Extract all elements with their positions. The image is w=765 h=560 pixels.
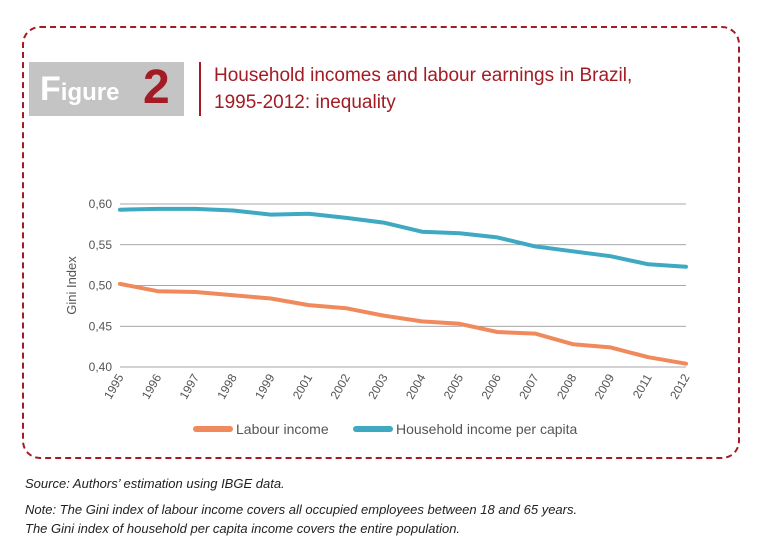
x-tick-label: 2012 bbox=[667, 371, 693, 401]
title-divider bbox=[199, 62, 201, 116]
figure-label-box bbox=[29, 62, 184, 116]
footnote-line-1: Note: The Gini index of labour income co… bbox=[25, 502, 578, 517]
x-tick-label: 1996 bbox=[139, 371, 165, 401]
x-tick-label: 2003 bbox=[365, 371, 391, 401]
footnote-line-2: The Gini index of household per capita i… bbox=[25, 521, 461, 536]
x-tick-label: 2004 bbox=[403, 371, 429, 401]
series-line-labour-income bbox=[118, 281, 688, 366]
x-tick-label: 1998 bbox=[214, 371, 240, 401]
x-tick-label: 1999 bbox=[252, 371, 278, 401]
footnote: Note: The Gini index of labour income co… bbox=[25, 500, 577, 538]
figure-title: Household incomes and labour earnings in… bbox=[214, 62, 714, 116]
y-tick-label: 0,55 bbox=[89, 238, 113, 252]
legend-label: Labour income bbox=[236, 421, 329, 437]
y-tick-label: 0,60 bbox=[89, 197, 113, 211]
x-tick-label: 2005 bbox=[441, 371, 467, 401]
x-tick-label: 2001 bbox=[290, 371, 316, 401]
y-tick-label: 0,45 bbox=[89, 319, 113, 333]
x-tick-label: 2009 bbox=[592, 371, 618, 401]
title-line-2: 1995-2012: inequality bbox=[214, 92, 396, 113]
x-tick-label: 1995 bbox=[101, 371, 127, 401]
figure-label: Figure bbox=[40, 70, 120, 108]
y-tick-label: 0,40 bbox=[89, 360, 113, 374]
x-tick-label: 2002 bbox=[328, 371, 354, 401]
x-tick-label: 2008 bbox=[554, 371, 580, 401]
title-line-1: Household incomes and labour earnings in… bbox=[214, 65, 633, 86]
x-tick-label: 2006 bbox=[478, 371, 504, 401]
series-line-household-income bbox=[118, 206, 688, 269]
legend-label: Household income per capita bbox=[396, 421, 578, 437]
source-note: Source: Authors’ estimation using IBGE d… bbox=[25, 476, 285, 491]
y-tick-label: 0,50 bbox=[89, 279, 113, 293]
figure-frame bbox=[22, 26, 740, 459]
x-tick-label: 2007 bbox=[516, 371, 542, 401]
x-tick-label: 1997 bbox=[177, 371, 203, 401]
y-axis-label: Gini Index bbox=[64, 256, 79, 315]
figure-number: 2 bbox=[143, 61, 170, 114]
x-tick-label: 2011 bbox=[630, 371, 655, 401]
